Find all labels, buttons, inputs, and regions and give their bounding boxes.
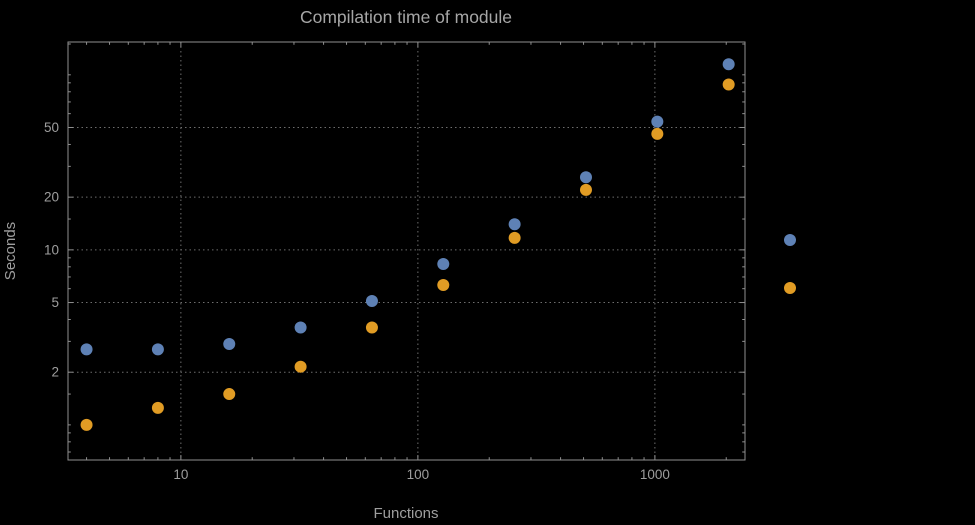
legend <box>784 234 796 294</box>
gridlines <box>68 42 745 460</box>
data-point-blue <box>223 337 236 350</box>
y-tick-label: 2 <box>51 365 59 380</box>
plot-frame <box>67 41 746 461</box>
axis-ticks <box>68 42 745 460</box>
y-tick-label: 20 <box>44 190 59 205</box>
data-point-orange <box>722 78 735 91</box>
data-point-orange <box>508 231 521 244</box>
data-point-blue <box>651 115 664 128</box>
x-tick-label: 1000 <box>640 467 670 482</box>
frame-border <box>67 41 746 461</box>
data-point-orange <box>579 183 592 196</box>
x-tick-label: 10 <box>173 467 188 482</box>
data-point-blue <box>437 258 450 271</box>
y-tick-label: 50 <box>44 120 59 135</box>
x-axis-label: Functions <box>373 505 438 522</box>
data-point-blue <box>294 321 307 334</box>
data-point-blue <box>365 295 378 308</box>
data-point-orange <box>151 401 164 414</box>
data-points <box>80 58 735 431</box>
y-tick-label: 5 <box>51 295 59 310</box>
data-point-orange <box>437 278 450 291</box>
data-point-orange <box>223 388 236 401</box>
data-point-blue <box>151 343 164 356</box>
y-axis-label: Seconds <box>2 222 19 280</box>
data-point-orange <box>294 360 307 373</box>
data-point-orange <box>365 321 378 334</box>
data-point-orange <box>80 418 93 431</box>
chart-title: Compilation time of module <box>300 7 512 27</box>
x-tick-label: 100 <box>407 467 430 482</box>
data-point-blue <box>80 343 93 356</box>
data-point-blue <box>579 171 592 184</box>
data-point-blue <box>722 58 735 71</box>
y-tick-label: 10 <box>44 242 59 257</box>
data-point-orange <box>651 127 664 140</box>
tick-labels: 10 100 1000 2 5 10 20 50 <box>44 120 670 482</box>
data-point-blue <box>508 218 521 231</box>
legend-marker-orange <box>784 282 796 294</box>
legend-marker-blue <box>784 234 796 246</box>
